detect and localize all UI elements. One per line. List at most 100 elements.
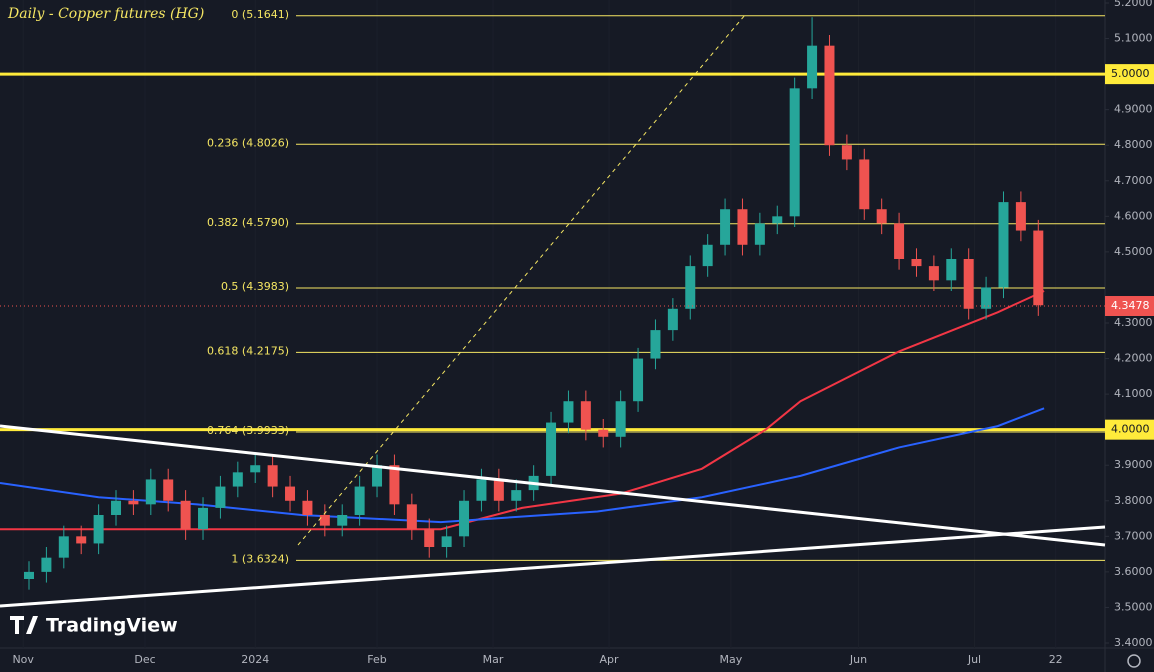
candle-body [232, 472, 243, 487]
y-tick-label: 5.2000 [1114, 0, 1153, 9]
candle-body [946, 259, 957, 281]
candle-body [389, 465, 400, 505]
candle-body [250, 465, 261, 473]
candle-body [267, 465, 278, 487]
candle-body [598, 429, 609, 437]
candle-body [24, 571, 35, 579]
y-tick-label: 3.7000 [1114, 529, 1153, 542]
candle-body [685, 266, 696, 309]
x-tick-label: Dec [134, 653, 155, 666]
fib-label: 0.618 (4.2175) [207, 344, 289, 357]
candle-body [580, 401, 591, 430]
candle-body [372, 465, 383, 487]
candle-body [737, 209, 748, 245]
candle-body [441, 536, 452, 547]
trendline [0, 424, 1106, 547]
candle-body [1033, 230, 1044, 306]
settings-icon[interactable] [1127, 654, 1141, 668]
candle-body [807, 45, 818, 89]
trendline [0, 525, 1106, 608]
candle-body [824, 45, 835, 146]
y-tick-label: 4.3000 [1114, 316, 1153, 329]
candle-body [41, 557, 52, 572]
candle-body [459, 500, 470, 537]
price-tag [1105, 64, 1154, 85]
fib-label: 0.764 (3.9933) [207, 424, 289, 437]
plot [0, 15, 1105, 590]
y-tick-label: 3.9000 [1114, 458, 1153, 471]
candle-body [1015, 202, 1026, 231]
y-tick-label: 3.4000 [1114, 636, 1153, 649]
candle-body [406, 504, 417, 530]
candle-body [337, 515, 348, 526]
y-tick-label: 3.5000 [1114, 600, 1153, 613]
candle-body [198, 507, 209, 530]
fib-label: 1 (3.6324) [231, 552, 289, 565]
logo-mark [10, 616, 38, 634]
candle-body [128, 500, 139, 505]
moving-average [0, 407, 1045, 524]
y-tick-label: 4.8000 [1114, 138, 1153, 151]
dashed-trendline [297, 14, 746, 546]
fib-label: 0 (5.1641) [231, 8, 289, 21]
brand-logo: TradingView [10, 615, 178, 637]
candle-body [302, 500, 313, 515]
moving-average [0, 290, 1045, 531]
price-tag-label: 5.0000 [1111, 67, 1150, 80]
candle-body [546, 422, 557, 476]
x-tick-label: Feb [367, 653, 386, 666]
candle-body [145, 479, 156, 505]
candle-body [789, 88, 800, 217]
candle-body [667, 308, 678, 331]
y-tick-label: 3.8000 [1114, 494, 1153, 507]
candle-body [563, 401, 574, 423]
candle-body [493, 479, 504, 501]
candle-body [963, 259, 974, 309]
candle-body [720, 209, 731, 245]
candle-body [111, 500, 122, 515]
candle-body [859, 159, 870, 210]
candle-body [354, 486, 365, 515]
fib-label: 0.5 (4.3983) [221, 280, 289, 293]
candle-body [93, 515, 104, 544]
candle-body [841, 145, 852, 160]
y-tick-label: 4.1000 [1114, 387, 1153, 400]
y-tick-label: 4.6000 [1114, 209, 1153, 222]
brand-name: TradingView [46, 615, 178, 637]
candle-body [615, 401, 626, 437]
candle-body [928, 266, 939, 281]
candle-body [633, 358, 644, 402]
x-tick-label: Jul [967, 653, 981, 666]
candle-body [180, 500, 191, 530]
y-tick-label: 4.5000 [1114, 245, 1153, 258]
candle-body [754, 223, 765, 245]
candle-body [215, 486, 226, 508]
price-tag-label: 4.0000 [1111, 423, 1150, 436]
y-tick-label: 4.9000 [1114, 103, 1153, 116]
x-tick-label: May [719, 653, 742, 666]
x-tick-label: Nov [12, 653, 34, 666]
x-tick-label: Mar [483, 653, 504, 666]
candle-body [702, 244, 713, 267]
y-tick-label: 5.1000 [1114, 32, 1153, 45]
x-tick-label: Apr [600, 653, 620, 666]
x-tick-label: 2024 [241, 653, 269, 666]
candle-body [58, 536, 69, 558]
candle-body [319, 515, 330, 526]
candle-body [894, 223, 905, 259]
fib-label: 0.382 (4.5790) [207, 216, 289, 229]
candle-body [876, 209, 887, 224]
price-tag [1105, 296, 1154, 317]
y-tick-label: 4.7000 [1114, 174, 1153, 187]
candle-body [285, 486, 296, 501]
candle-body [911, 259, 922, 267]
x-tick-label: 22 [1049, 653, 1063, 666]
candle-body [998, 202, 1009, 288]
y-tick-label: 4.2000 [1114, 352, 1153, 365]
candle-body [163, 479, 174, 501]
chart-title: Daily - Copper futures (HG) [7, 6, 204, 22]
price-tag-label: 4.3478 [1111, 299, 1150, 312]
